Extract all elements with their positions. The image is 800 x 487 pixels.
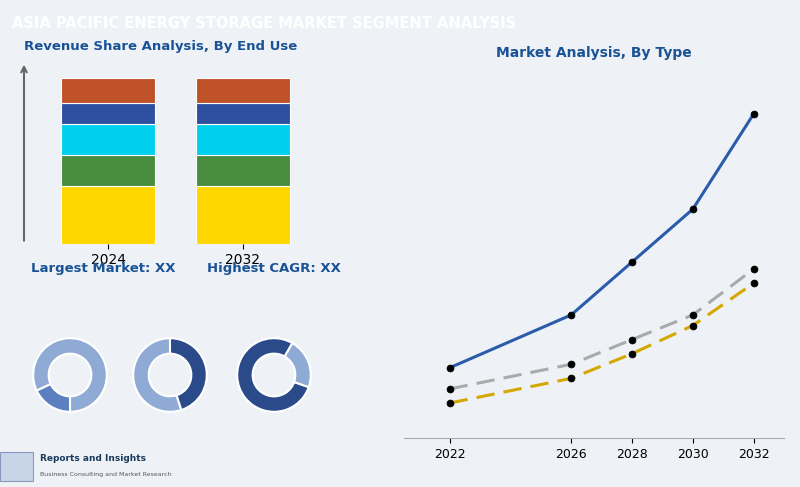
Text: Highest CAGR: XX: Highest CAGR: XX	[207, 262, 341, 275]
Text: Revenue Share Analysis, By End Use: Revenue Share Analysis, By End Use	[24, 40, 298, 53]
Bar	[61, 186, 155, 244]
Bar	[196, 155, 290, 186]
Text: ASIA PACIFIC ENERGY STORAGE MARKET SEGMENT ANALYSIS: ASIA PACIFIC ENERGY STORAGE MARKET SEGME…	[12, 16, 516, 31]
Wedge shape	[170, 338, 206, 410]
Wedge shape	[134, 338, 182, 412]
Wedge shape	[34, 338, 106, 412]
Bar	[196, 103, 290, 124]
Bar	[61, 155, 155, 186]
Bar	[61, 103, 155, 124]
Bar	[196, 186, 290, 244]
Text: Largest Market: XX: Largest Market: XX	[31, 262, 175, 275]
Wedge shape	[238, 338, 309, 412]
Bar	[61, 124, 155, 155]
Bar	[196, 124, 290, 155]
Wedge shape	[37, 384, 70, 412]
Bar	[196, 78, 290, 103]
Bar	[61, 78, 155, 103]
Text: Business Consulting and Market Research: Business Consulting and Market Research	[39, 472, 171, 477]
Title: Market Analysis, By Type: Market Analysis, By Type	[496, 46, 692, 60]
FancyBboxPatch shape	[0, 452, 34, 481]
Wedge shape	[285, 343, 310, 387]
Text: Reports and Insights: Reports and Insights	[39, 454, 146, 463]
